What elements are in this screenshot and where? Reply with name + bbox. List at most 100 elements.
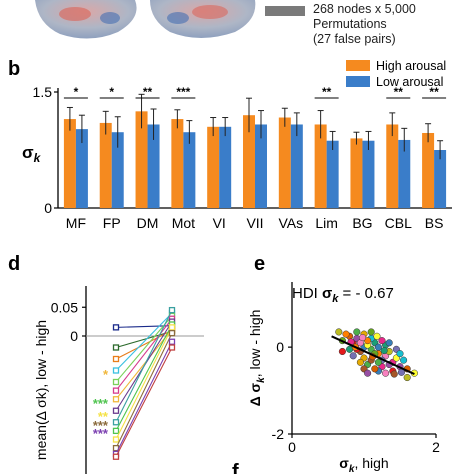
- y-tick-label-b: 1.5: [33, 84, 53, 100]
- x-tick-label-FP: FP: [103, 215, 121, 231]
- scatter-point: [371, 365, 379, 373]
- legend-line-1: 268 nodes x 5,000: [313, 2, 416, 16]
- y-tick-label-e: 0: [276, 339, 284, 355]
- x-tick-label-Mot: Mot: [172, 215, 195, 231]
- panel-label-d: d: [8, 253, 20, 275]
- bar-high-VI: [207, 126, 220, 208]
- permutation-swatch: [265, 6, 305, 16]
- legend-label-high: High arousal: [376, 59, 446, 73]
- x-axis-label-e: σk, high: [339, 455, 388, 474]
- scatter-point: [403, 373, 411, 382]
- pair-marker-right: [168, 306, 176, 314]
- pair-marker-left: [112, 324, 120, 331]
- bar-high-VAs: [278, 117, 291, 208]
- pair-line: [115, 341, 173, 455]
- bar-low-VAs: [290, 124, 303, 208]
- bar-high-VII: [243, 115, 255, 208]
- scatter-point: [364, 369, 372, 377]
- pair-line: [115, 315, 173, 383]
- bar-high-DM: [135, 111, 148, 208]
- pair-line: [115, 328, 173, 400]
- scatter-point: [374, 343, 382, 351]
- legend-swatch-high: [346, 60, 370, 71]
- x-tick-label-e: 2: [432, 439, 440, 455]
- scatter-point: [356, 358, 364, 366]
- significance-marker: ***: [176, 85, 190, 99]
- x-tick-label-VI: VI: [213, 215, 226, 231]
- pair-marker-left: [112, 387, 120, 394]
- bar-low-CBL: [398, 139, 411, 208]
- scatter-point: [382, 369, 390, 377]
- panel-label-f: f: [232, 461, 239, 474]
- scatter-point: [359, 334, 367, 342]
- legend-line-3: (27 false pairs): [313, 32, 396, 46]
- scatter-point: [342, 330, 350, 338]
- left-brain-blue-patch: [100, 12, 120, 24]
- significance-star-d: ***: [93, 426, 109, 441]
- y-tick-label-d: 0: [70, 328, 78, 344]
- significance-star-d: ***: [93, 396, 109, 411]
- x-tick-label-BG: BG: [352, 215, 372, 231]
- significance-marker: **: [394, 85, 404, 99]
- significance-star-d: **: [98, 409, 109, 424]
- significance-star-d: ***: [93, 418, 109, 433]
- pair-marker-left: [112, 344, 120, 351]
- pair-line: [115, 332, 173, 449]
- y-axis-label-d: mean(Δ σk), low - high: [33, 320, 49, 460]
- pair-marker-left: [112, 407, 120, 414]
- bar-high-BG: [350, 138, 363, 208]
- pair-line: [115, 318, 173, 391]
- permutation-legend: 268 nodes x 5,000 Permutations (27 false…: [265, 2, 416, 47]
- pair-line: [115, 324, 173, 432]
- significance-marker: **: [322, 85, 332, 99]
- bar-low-DM: [147, 124, 160, 208]
- right-brain-blue-patch: [167, 12, 189, 24]
- scatter-point: [335, 328, 343, 336]
- bar-low-Mot: [183, 132, 196, 208]
- x-tick-label-DM: DM: [137, 215, 159, 231]
- pair-line: [115, 312, 173, 371]
- scatter-point: [338, 347, 346, 356]
- bar-high-Lim: [314, 124, 327, 208]
- brain-panel: [35, 0, 256, 39]
- pair-marker-left: [112, 419, 120, 426]
- x-tick-label-BS: BS: [425, 215, 444, 231]
- bar-chart-b: b σk 0 1.5 MF * FP * DM ** Mot *** VI VII VAs Lim ** BG CB…: [8, 58, 452, 231]
- x-tick-label-e: 0: [288, 439, 296, 455]
- scatter-point: [396, 350, 404, 358]
- scatter-point: [367, 328, 375, 336]
- left-brain-red-patch: [59, 7, 91, 21]
- x-tick-label-MF: MF: [66, 215, 86, 231]
- hdi-annotation: HDI σk = - 0.67: [292, 285, 394, 305]
- panel-label-e: e: [254, 253, 265, 275]
- left-brain-surface: [35, 0, 137, 39]
- significance-marker: **: [143, 85, 153, 99]
- x-tick-label-VAs: VAs: [278, 215, 303, 231]
- pair-line: [115, 327, 173, 440]
- bar-low-VII: [255, 124, 267, 208]
- x-tick-label-Lim: Lim: [315, 215, 338, 231]
- bar-low-FP: [111, 132, 124, 208]
- right-brain-surface: [150, 0, 256, 38]
- pair-marker-left: [112, 367, 120, 374]
- bar-high-FP: [99, 122, 112, 208]
- bar-high-BS: [422, 132, 435, 208]
- scatter-point: [374, 358, 382, 366]
- bar-low-VI: [219, 126, 232, 208]
- scatter-point: [353, 328, 361, 336]
- bar-low-BS: [434, 150, 447, 208]
- panel-label-b: b: [8, 58, 20, 80]
- pair-marker-left: [112, 436, 120, 443]
- pair-marker-right: [168, 324, 176, 331]
- significance-marker: *: [74, 85, 79, 99]
- significance-marker: *: [109, 85, 114, 99]
- pair-marker-left: [112, 427, 120, 435]
- bar-high-CBL: [386, 124, 399, 208]
- legend-line-2: Permutations: [313, 17, 387, 31]
- pair-marker-left: [112, 453, 120, 460]
- pair-line: [115, 309, 173, 423]
- pair-marker-right: [168, 338, 176, 345]
- pair-marker-right: [168, 329, 176, 337]
- y-tick-label-b: 0: [44, 200, 52, 216]
